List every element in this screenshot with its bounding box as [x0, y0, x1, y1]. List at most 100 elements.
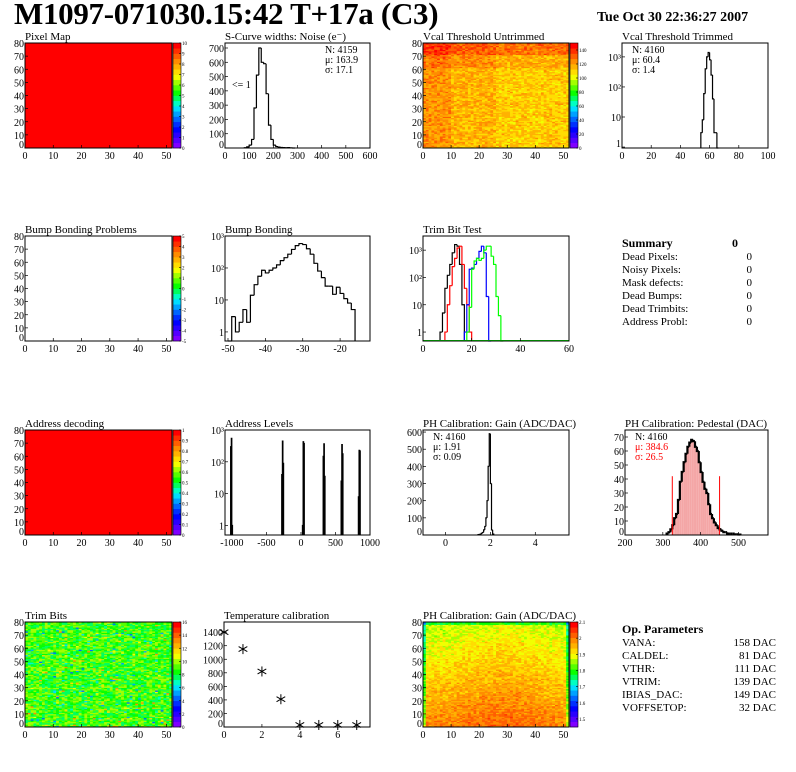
heatmap-cell	[431, 82, 435, 84]
heatmap-cell	[538, 103, 542, 105]
heatmap-cell	[563, 65, 567, 67]
heatmap-cell	[442, 65, 446, 67]
heatmap-cell	[25, 683, 29, 686]
heatmap-cell	[470, 107, 474, 109]
heatmap-cell	[470, 67, 474, 70]
heatmap-cell	[538, 88, 542, 91]
heatmap-cell	[462, 95, 466, 98]
heatmap-cell	[560, 88, 564, 91]
heatmap-cell	[552, 78, 556, 81]
heatmap-cell	[507, 144, 511, 146]
heatmap-cell	[549, 43, 553, 45]
heatmap-cell	[481, 121, 486, 124]
heatmap-cell	[566, 56, 570, 58]
x-tick-label: 200	[618, 538, 633, 549]
heatmap-cell	[425, 77, 429, 79]
heatmap-cell	[515, 56, 519, 58]
heatmap-cell	[25, 650, 29, 653]
heatmap-cell	[445, 67, 449, 70]
heatmap-cell	[538, 60, 542, 62]
heatmap-cell	[501, 144, 505, 146]
heatmap-cell	[540, 67, 545, 70]
heatmap-cell	[512, 123, 516, 125]
heatmap-cell	[423, 64, 427, 66]
heatmap-cell	[510, 48, 514, 50]
fit-fill-bin	[677, 500, 680, 535]
heatmap-cell	[479, 128, 483, 130]
histogram-bin	[490, 483, 493, 531]
heatmap-cell	[451, 117, 455, 120]
heatmap-cell	[490, 64, 494, 66]
heatmap-cell	[566, 57, 570, 60]
heatmap-cell	[434, 88, 438, 91]
heatmap-cell	[493, 81, 497, 83]
heatmap-cell	[481, 124, 486, 126]
heatmap-cell	[510, 104, 514, 107]
heatmap-cell	[493, 94, 497, 96]
heatmap-cell	[25, 627, 29, 629]
heatmap-cell	[538, 81, 542, 83]
histogram-bin	[692, 439, 695, 443]
heatmap-cell	[442, 145, 446, 147]
heatmap-cell	[431, 49, 435, 52]
heatmap-cell	[526, 75, 530, 78]
heatmap-cell	[546, 128, 550, 130]
heatmap-cell	[448, 117, 452, 120]
heatmap-cell	[549, 141, 553, 144]
heatmap-cell	[481, 58, 486, 61]
heatmap-cell	[557, 140, 561, 142]
heatmap-cell	[451, 73, 455, 75]
heatmap-cell	[479, 70, 483, 73]
heatmap-cell	[563, 96, 567, 99]
heatmap-cell	[465, 74, 469, 77]
heatmap-cell	[487, 88, 491, 91]
heatmap-cell	[465, 65, 469, 67]
heatmap-cell	[515, 112, 519, 115]
heatmap-cell	[535, 43, 539, 45]
heatmap-cell	[481, 82, 486, 84]
palette-swatch	[173, 267, 181, 274]
heatmap-cell	[549, 85, 553, 87]
heatmap-cell	[566, 78, 570, 81]
heatmap-cell	[557, 142, 561, 145]
heatmap-cell	[442, 94, 446, 96]
heatmap-cell	[535, 146, 539, 149]
heatmap-cell	[518, 141, 522, 144]
heatmap-cell	[540, 56, 545, 58]
heatmap-cell	[465, 99, 469, 102]
heatmap-cell	[512, 144, 516, 146]
heatmap-cell	[521, 111, 525, 113]
heatmap-cell	[459, 108, 463, 111]
heatmap-cell	[428, 102, 432, 104]
heatmap-cell	[459, 91, 463, 94]
heatmap-cell	[532, 136, 536, 138]
heatmap-cell	[490, 109, 494, 112]
heatmap-cell	[546, 90, 550, 92]
heatmap-cell	[459, 129, 463, 132]
heatmap-cell	[501, 142, 505, 145]
heatmap-cell	[490, 125, 494, 128]
heatmap-cell	[540, 142, 545, 145]
heatmap-cell	[510, 140, 514, 142]
heatmap-cell	[543, 140, 547, 142]
heatmap-cell	[445, 79, 449, 82]
heatmap-cell	[465, 108, 469, 111]
heatmap-cell	[529, 111, 533, 113]
heatmap-cell	[465, 82, 469, 84]
heatmap-cell	[423, 61, 427, 63]
heatmap-cell	[557, 82, 561, 84]
heatmap-cell	[473, 104, 477, 107]
heatmap-cell	[465, 120, 469, 123]
heatmap-cell	[481, 74, 486, 77]
heatmap-cell	[526, 144, 530, 146]
histogram-bin	[249, 294, 255, 323]
heatmap-cell	[521, 107, 525, 109]
heatmap-cell	[493, 85, 497, 87]
heatmap-cell	[453, 92, 457, 95]
heatmap-cell	[538, 132, 542, 134]
heatmap-cell	[425, 116, 429, 119]
heatmap-cell	[437, 81, 441, 83]
heatmap-cell	[563, 104, 567, 107]
heatmap-cell	[456, 77, 460, 79]
heatmap-cell	[437, 140, 441, 142]
